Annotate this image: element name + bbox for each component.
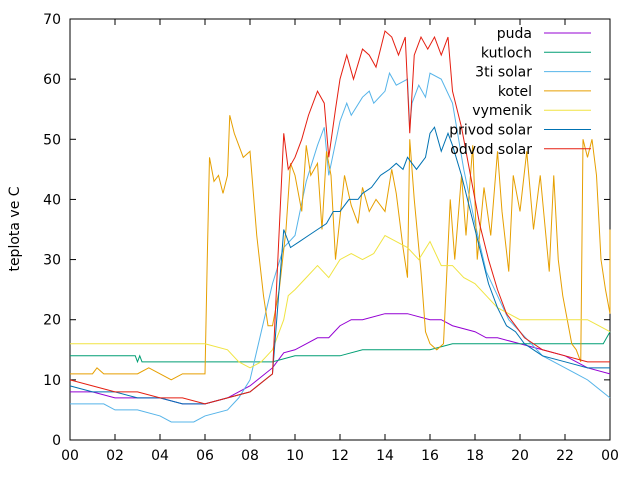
y-tick-label: 50 xyxy=(43,132,61,148)
y-tick-label: 60 xyxy=(43,72,61,88)
legend-label: odvod solar xyxy=(450,142,532,158)
legend-label: privod solar xyxy=(449,123,532,139)
y-tick-label: 20 xyxy=(43,313,61,329)
legend-label: 3ti solar xyxy=(475,65,532,81)
x-tick-label: 22 xyxy=(556,448,574,464)
legend-label: puda xyxy=(497,26,532,42)
y-tick-label: 10 xyxy=(43,373,61,389)
y-tick-label: 30 xyxy=(43,253,61,269)
x-tick-label: 10 xyxy=(286,448,304,464)
x-tick-label: 16 xyxy=(421,448,439,464)
series-lines xyxy=(69,30,611,423)
legend-label: kotel xyxy=(498,84,532,100)
series-line-puda xyxy=(70,313,611,405)
y-tick-label: 70 xyxy=(43,12,61,28)
legend-label: vymenik xyxy=(472,103,533,119)
legend-label: kutloch xyxy=(481,45,532,61)
series-line-kutloch xyxy=(70,331,611,364)
x-tick-label: 14 xyxy=(376,448,394,464)
x-tick-label: 00 xyxy=(601,448,619,464)
x-tick-label: 12 xyxy=(331,448,349,464)
x-tick-label: 06 xyxy=(196,448,214,464)
series-line-vymenik xyxy=(70,234,611,369)
x-tick-label: 04 xyxy=(151,448,169,464)
x-tick-label: 20 xyxy=(511,448,529,464)
axis-ticks: 00 02 04 06 08 10 12 14 16 18 20 22 0001020304050607… xyxy=(43,12,619,464)
series-line-privod-solar xyxy=(69,126,610,405)
legend: puda kutloch 3ti solar kotel vymenik privod s… xyxy=(449,26,591,158)
series-line-odvod-solar xyxy=(69,30,610,405)
y-tick-label: 40 xyxy=(43,192,61,208)
series-line-3ti-solar xyxy=(70,71,611,423)
x-tick-label: 08 xyxy=(241,448,259,464)
x-tick-label: 02 xyxy=(106,448,124,464)
y-axis-label: teplota ve C xyxy=(7,186,23,271)
y-tick-label: 0 xyxy=(52,433,61,449)
x-tick-label: 00 xyxy=(61,448,79,464)
series-line-kotel xyxy=(70,115,611,381)
x-tick-label: 18 xyxy=(466,448,484,464)
